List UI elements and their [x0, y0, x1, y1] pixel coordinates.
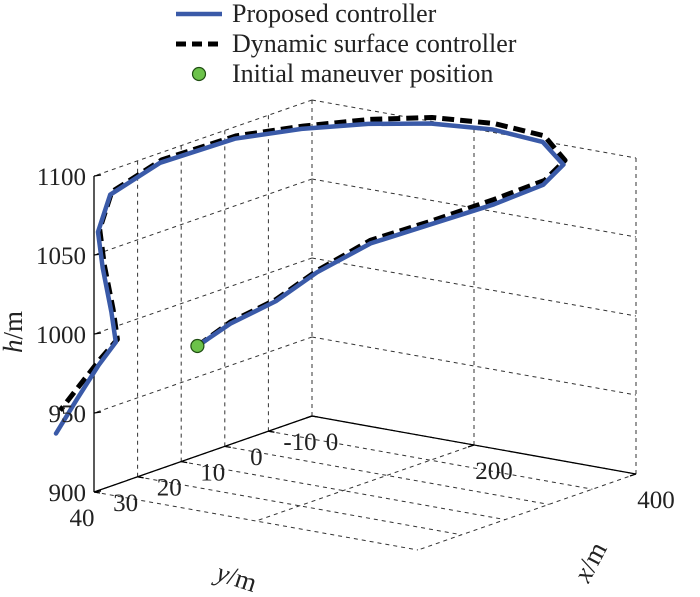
grid-line-wall-yz — [93, 178, 313, 256]
legend-label-initial-position: Initial maneuver position — [232, 59, 493, 88]
y-axis-line — [93, 415, 313, 493]
z-tick-mark — [93, 411, 102, 414]
legend: Proposed controller Dynamic surface cont… — [176, 0, 517, 88]
grid-line-wall-xz — [311, 336, 637, 396]
x-tick-label: 0 — [326, 429, 339, 456]
y-tick-label: 30 — [113, 490, 138, 517]
series-proposed-line — [53, 121, 566, 436]
z-tick-label: 900 — [49, 480, 87, 507]
axis-box — [93, 174, 637, 494]
z-axis-title: h/m — [0, 311, 28, 353]
x-tick-label: 400 — [637, 487, 675, 514]
grid-line-floor-y — [268, 430, 593, 490]
y-tick-mark — [311, 415, 319, 418]
y-tick-mark — [268, 430, 275, 433]
grid-line-wall-xz — [311, 99, 637, 159]
y-tick-mark — [137, 476, 144, 479]
label-layer: 900 950 1000 1050 1100 40 30 20 10 0 -10 0 200 400 h/m… — [0, 164, 675, 597]
legend-marker-initial-position — [191, 66, 207, 82]
y-tick-label: 20 — [157, 475, 182, 502]
z-tick-mark — [93, 332, 102, 335]
grid-line-wall-xz — [311, 257, 637, 317]
grid-line-wall-yz — [93, 336, 313, 414]
legend-label-dynamic-surface: Dynamic surface controller — [232, 29, 517, 58]
legend-label-proposed: Proposed controller — [232, 0, 437, 28]
grid-line-floor-y — [224, 445, 549, 505]
grid-line-floor-y — [181, 461, 506, 521]
grid-line-floor-y — [93, 491, 419, 551]
z-tick-label: 1000 — [36, 322, 86, 349]
z-tick-label: 1100 — [37, 164, 86, 191]
y-tick-label: 10 — [200, 459, 225, 486]
z-tick-label: 1050 — [36, 243, 86, 270]
z-tick-mark — [93, 174, 102, 177]
y-tick-mark — [181, 460, 188, 464]
x-tick-label: 200 — [475, 458, 513, 485]
initial-maneuver-marker — [190, 338, 205, 354]
z-tick-label: 950 — [49, 401, 87, 428]
grid-line-wall-xz — [311, 178, 637, 238]
grid-line-floor-x — [255, 444, 475, 522]
grid-line-floor-x — [417, 473, 637, 551]
x-tick-mark — [629, 473, 637, 477]
grid-line-floor-y — [137, 476, 462, 536]
y-axis-title: y/m — [210, 556, 261, 597]
series-layer — [53, 115, 568, 436]
y-tick-label: 40 — [70, 505, 95, 532]
x-tick-mark — [467, 444, 475, 448]
y-tick-label: -10 — [283, 429, 316, 456]
y-tick-label: 0 — [250, 444, 263, 471]
y-tick-mark — [224, 445, 231, 449]
grid-line-wall-yz — [93, 99, 313, 177]
x-tick-mark — [305, 415, 313, 419]
y-tick-mark — [93, 491, 101, 494]
grid-line-wall-yz — [93, 257, 313, 335]
x-axis-title: x/m — [567, 537, 613, 588]
